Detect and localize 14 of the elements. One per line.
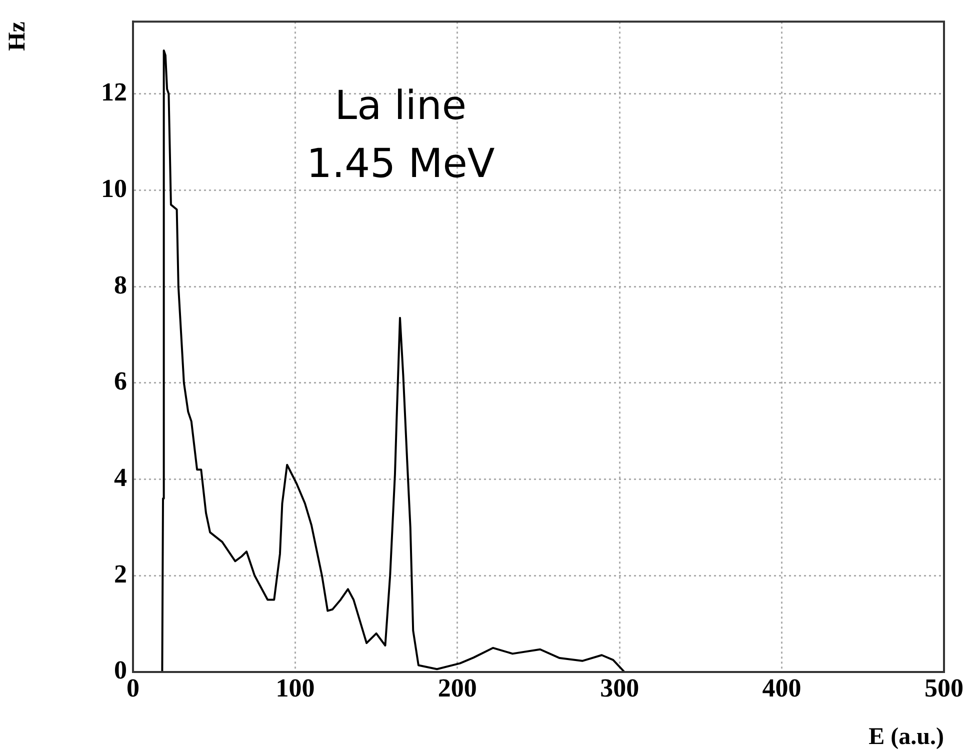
y-tick-label: 6 — [114, 366, 127, 396]
y-axis-title: Hz — [4, 21, 31, 51]
y-tick-label: 12 — [101, 78, 127, 107]
x-tick-label: 100 — [276, 673, 315, 702]
x-tick-label: 400 — [762, 673, 802, 702]
y-tick-label: 10 — [101, 174, 127, 203]
x-tick-label: 500 — [924, 673, 964, 702]
annotation: La line 1.45 MeV — [306, 83, 496, 188]
y-tick-label: 4 — [114, 463, 127, 492]
x-tick-label: 200 — [438, 673, 477, 702]
x-tick-label: 300 — [600, 673, 640, 702]
x-axis-title: E (a.u.) — [868, 724, 944, 750]
y-tick-label: 2 — [114, 559, 127, 588]
y-tick-label: 8 — [114, 270, 127, 300]
